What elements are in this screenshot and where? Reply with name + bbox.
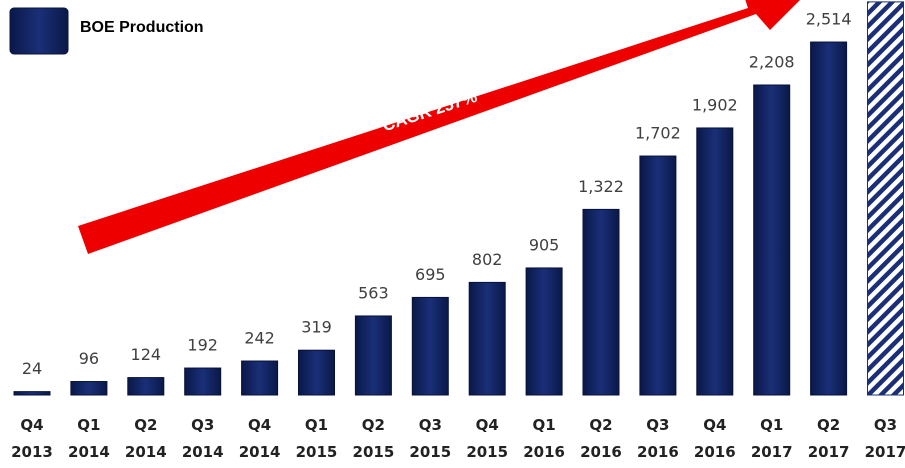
x-tick-label: Q3 2015 (409, 416, 452, 461)
value-label: 192 (187, 336, 218, 355)
value-label: 1,902 (692, 95, 738, 114)
bar (127, 377, 165, 396)
value-label: 1,702 (635, 124, 681, 143)
value-label: 124 (131, 345, 162, 364)
bar (298, 349, 335, 396)
x-tick-label: Q3 2014 (181, 416, 224, 461)
bar (525, 267, 563, 396)
bar (411, 296, 449, 396)
value-label: 2,208 (749, 52, 795, 71)
value-label: 563 (358, 283, 389, 302)
x-tick-label: Q4 2014 (238, 416, 281, 461)
bar (639, 155, 677, 396)
x-tick-label: Q2 2017 (807, 416, 850, 461)
x-tick-label: Q4 2015 (466, 416, 509, 461)
legend-label: BOE Production (80, 19, 204, 36)
value-label: 905 (529, 235, 560, 254)
bar (582, 208, 620, 396)
x-tick-label: Q3 2017 (864, 416, 905, 461)
x-tick-label: Q4 2013 (11, 416, 53, 461)
x-tick-label: Q1 2014 (68, 416, 110, 461)
value-label: 2,514 (806, 10, 852, 29)
value-label: 802 (472, 250, 503, 269)
bar (810, 41, 848, 396)
x-tick-label: Q2 2016 (580, 416, 622, 461)
bar (753, 84, 791, 396)
value-label: 1,322 (578, 177, 624, 196)
bar (867, 1, 904, 396)
value-label: 319 (301, 318, 332, 337)
x-tick-label: Q2 2014 (124, 416, 167, 461)
bar (70, 381, 108, 396)
bar (468, 281, 506, 396)
value-label: 242 (244, 329, 275, 348)
x-tick-label: Q1 2015 (295, 416, 338, 461)
arrow (78, 0, 800, 254)
x-tick-label: Q4 2016 (693, 416, 736, 461)
bar (184, 367, 222, 396)
x-tick-label: Q3 2016 (637, 416, 679, 461)
bar (696, 127, 734, 396)
bar (354, 315, 392, 396)
x-tick-label: Q2 2015 (352, 416, 395, 461)
x-tick-label: Q1 2017 (750, 416, 793, 461)
x-tick-label: Q1 2016 (523, 416, 565, 461)
legend-swatch (9, 7, 69, 55)
value-label: 96 (79, 349, 99, 368)
bar (241, 360, 279, 396)
value-label: 695 (415, 265, 446, 284)
value-label: 24 (22, 359, 42, 378)
bar (13, 391, 51, 396)
